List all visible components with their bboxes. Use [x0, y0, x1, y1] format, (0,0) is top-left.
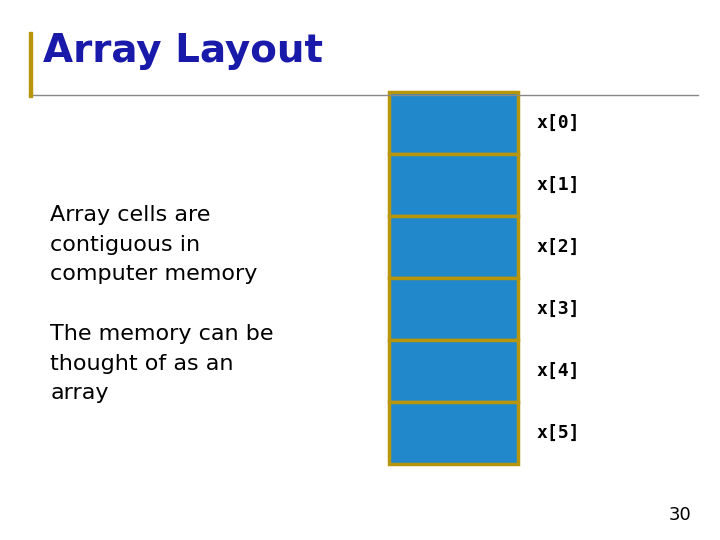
- Text: x[3]: x[3]: [536, 300, 580, 318]
- Bar: [389, 154, 518, 216]
- Bar: [389, 402, 518, 464]
- Text: Array Layout: Array Layout: [43, 32, 323, 70]
- Bar: [389, 216, 518, 278]
- Text: 30: 30: [668, 506, 691, 524]
- Text: Array cells are
contiguous in
computer memory: Array cells are contiguous in computer m…: [50, 205, 258, 285]
- Bar: [29, 32, 32, 97]
- Text: x[5]: x[5]: [536, 424, 580, 442]
- Bar: [389, 340, 518, 402]
- Bar: [389, 278, 518, 340]
- Text: x[2]: x[2]: [536, 238, 580, 256]
- Text: x[1]: x[1]: [536, 176, 580, 194]
- Text: x[0]: x[0]: [536, 114, 580, 132]
- Text: x[4]: x[4]: [536, 362, 580, 380]
- Bar: [389, 92, 518, 154]
- Text: The memory can be
thought of as an
array: The memory can be thought of as an array: [50, 324, 274, 403]
